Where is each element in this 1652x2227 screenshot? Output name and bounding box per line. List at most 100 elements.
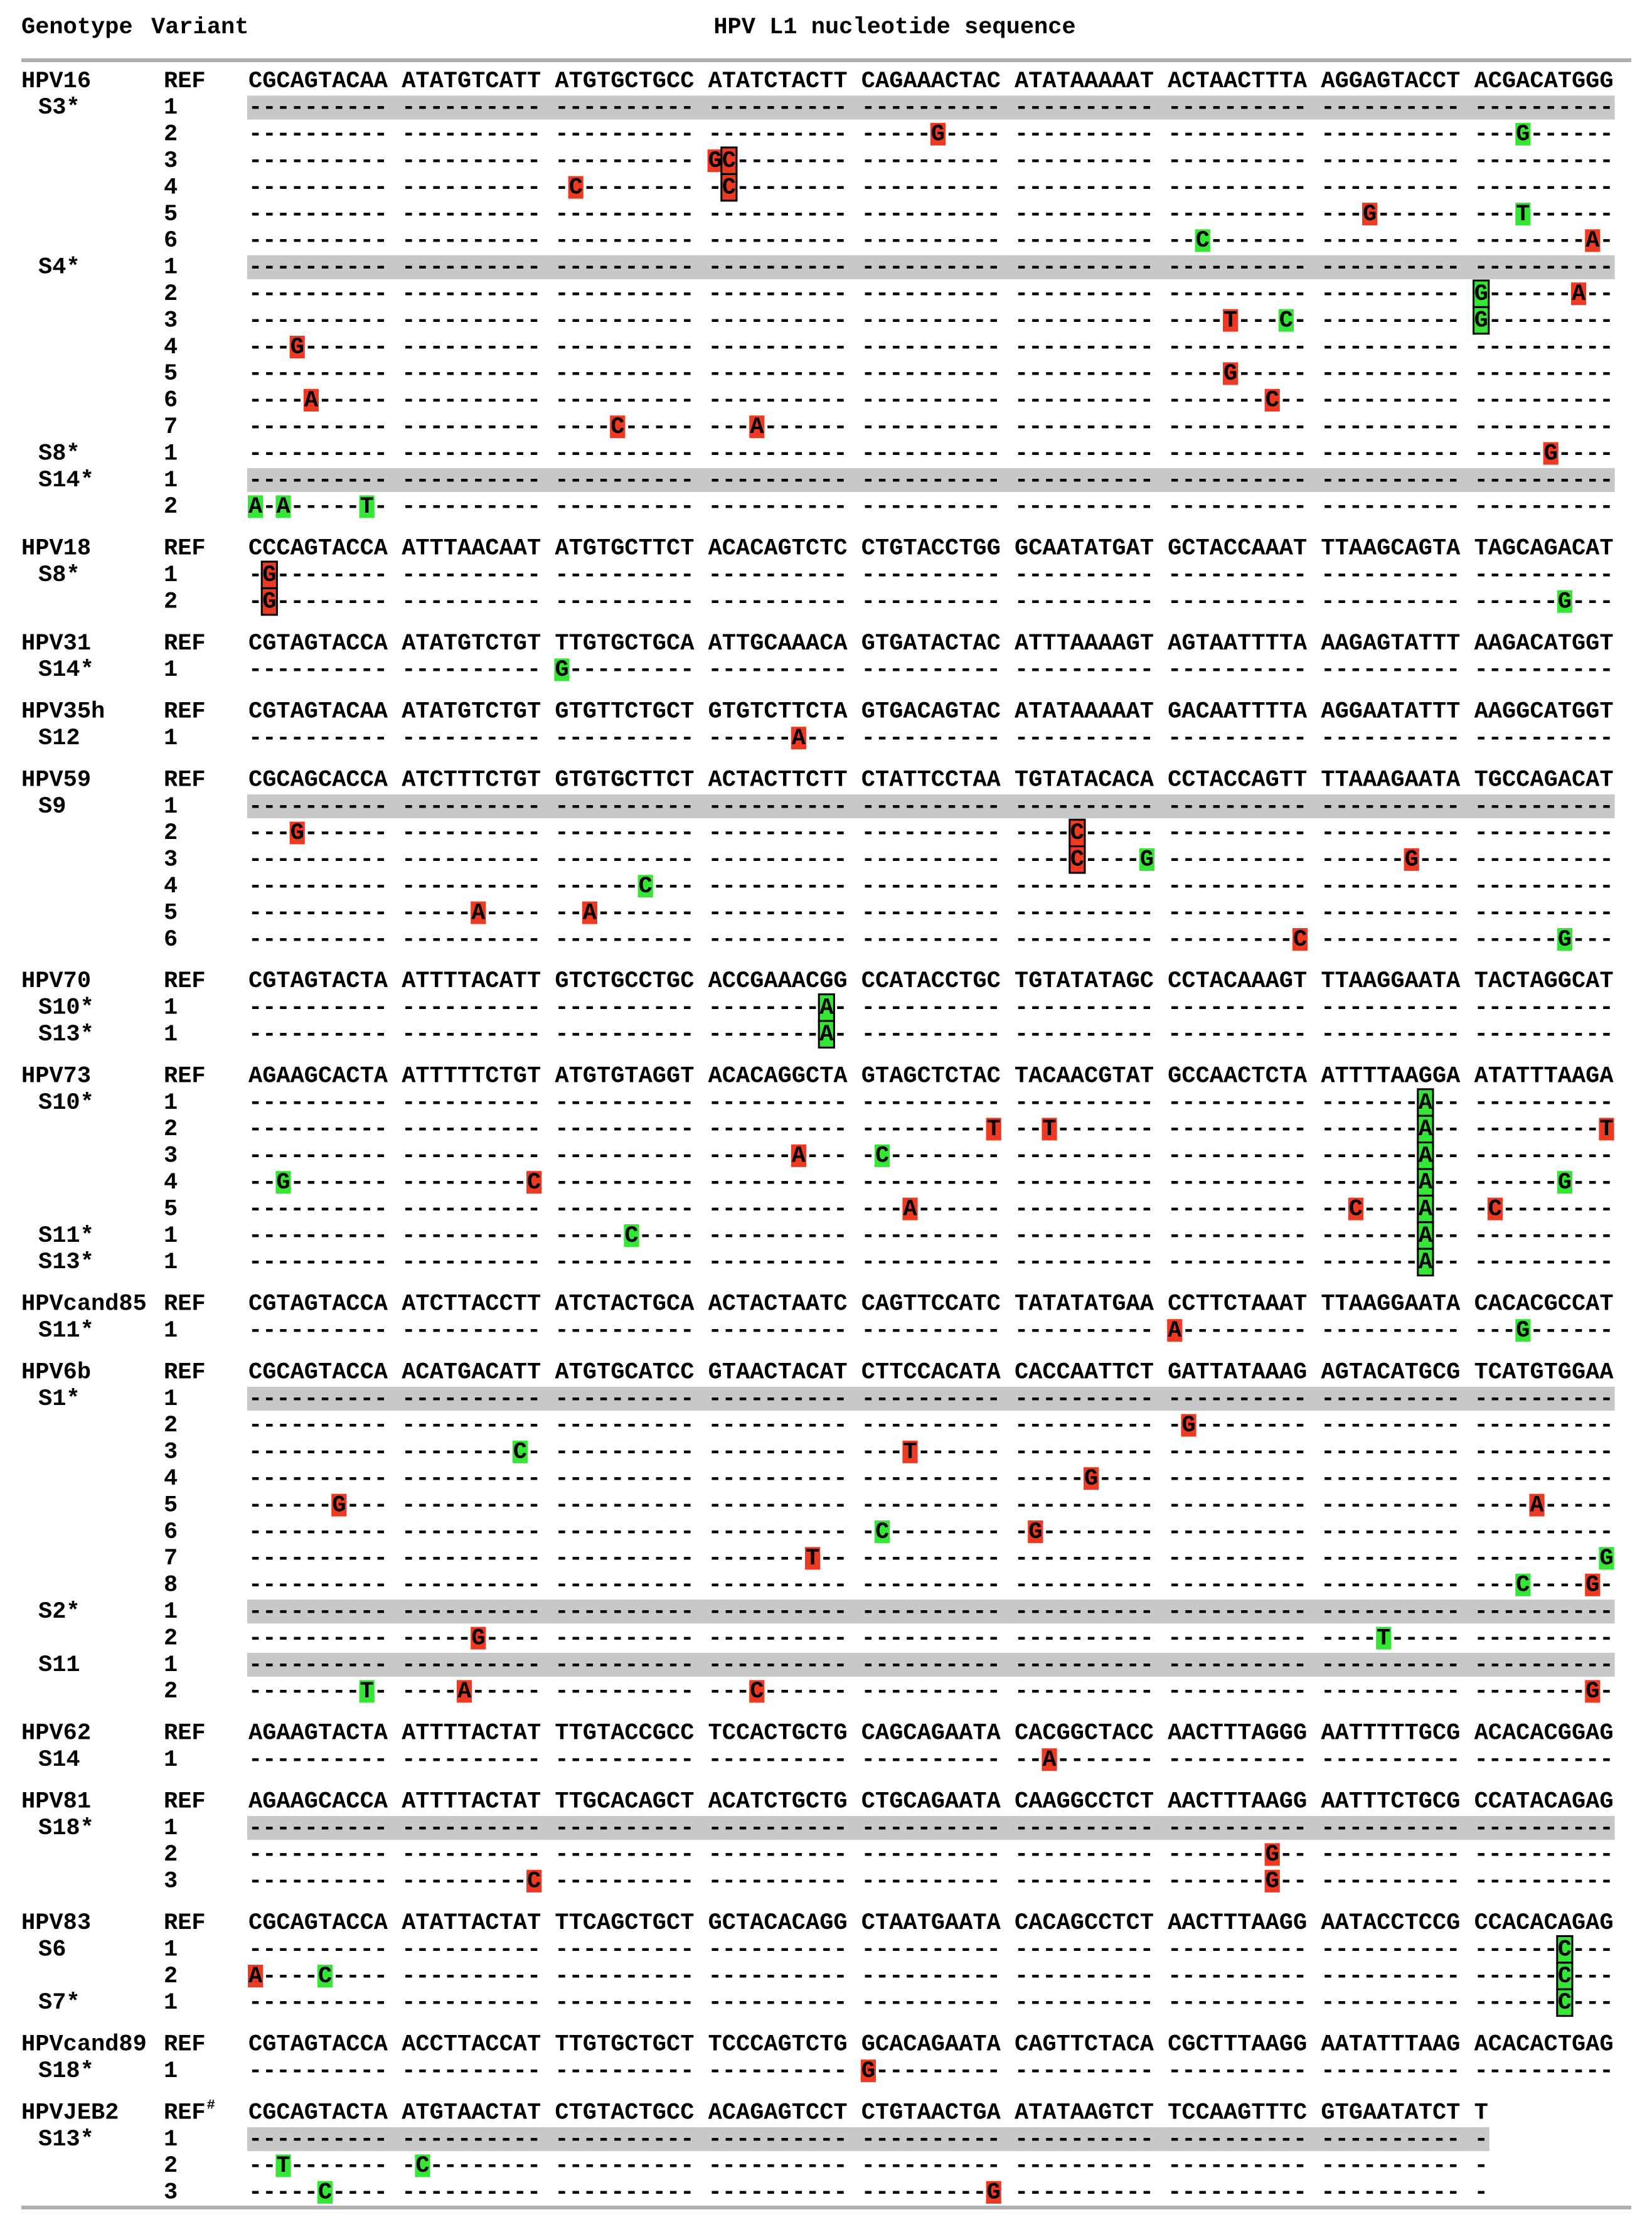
variant-label: 2 bbox=[164, 1625, 178, 1652]
variant-sequence: ---------- ---------- ---------- -------… bbox=[248, 1546, 1614, 1572]
variant-sequence: ---------- ---------- ------C--- -------… bbox=[248, 873, 1614, 900]
variant-sequence: ---------- -----A---- --A------- -------… bbox=[248, 900, 1614, 926]
mutation-highlight bbox=[331, 1493, 347, 1517]
variant-sequence: --G------- ---------C ---------- -------… bbox=[248, 1170, 1614, 1196]
mutation-highlight bbox=[1557, 590, 1572, 613]
genotype-label: HPV73 bbox=[21, 1063, 91, 1089]
reference-sequence: CGCAGCACCA ATCTTTCTGT GTGTGCTTCT ACTACTT… bbox=[248, 767, 1614, 793]
reference-sequence: CGTAGTACCA ATATGTCTGT TTGTGCTGCA ATTGCAA… bbox=[248, 631, 1614, 657]
variant-sequence: A-A-----T- ---------- ---------- -------… bbox=[248, 494, 1614, 520]
sample-label: S18* bbox=[38, 1815, 94, 1842]
mutation-highlight bbox=[275, 495, 291, 518]
variant-label: 1 bbox=[164, 1652, 178, 1679]
mutation-highlight bbox=[1139, 848, 1154, 871]
ref-label: REF bbox=[164, 1063, 206, 1089]
ref-label: REF bbox=[164, 536, 206, 562]
linked-mutation-highlight bbox=[1556, 1935, 1574, 1964]
sample-label: S18* bbox=[38, 2058, 94, 2085]
variant-sequence: ---------- ---------- ---------- -------… bbox=[248, 995, 1614, 1022]
variant-sequence: ---------- ---------- ---------- -------… bbox=[248, 1116, 1614, 1143]
variant-sequence: ---------- ---------- ---------- -------… bbox=[248, 228, 1614, 254]
sample-label: S10* bbox=[38, 995, 94, 1022]
mutation-highlight bbox=[512, 1440, 528, 1463]
ref-label: REF bbox=[164, 1291, 206, 1318]
mutation-highlight bbox=[1585, 229, 1601, 252]
mutation-highlight bbox=[1084, 1467, 1099, 1490]
ref-label: REF bbox=[164, 1359, 206, 1386]
variant-label: 2 bbox=[164, 494, 178, 520]
ref-note: # bbox=[207, 2097, 215, 2113]
sample-label: S13* bbox=[38, 1022, 94, 1048]
variant-sequence: ---G------ ---------- ---------- -------… bbox=[248, 334, 1614, 361]
variant-sequence: ---------- ---------- ---------- -------… bbox=[248, 95, 1614, 121]
mutation-highlight bbox=[805, 1547, 821, 1570]
variant-label: 2 bbox=[164, 122, 178, 148]
variant-label: 1 bbox=[164, 441, 178, 467]
variant-sequence: ---------- ---------- ---------- -------… bbox=[248, 441, 1614, 467]
sequence-header: HPV L1 nucleotide sequence bbox=[713, 14, 1075, 41]
genotype-label: HPVJEB2 bbox=[21, 2100, 119, 2126]
ref-label: REF bbox=[164, 631, 206, 657]
sample-label: S14* bbox=[38, 657, 94, 683]
variant-label: 5 bbox=[164, 1492, 178, 1519]
mutation-highlight bbox=[359, 1680, 375, 1703]
variant-sequence: ---------- ---------C ---------- -------… bbox=[248, 1869, 1614, 1895]
reference-sequence: CGCAGTACTA ATGTAACTAT CTGTACTGCC ACAGAGT… bbox=[248, 2100, 1488, 2126]
variant-label: 8 bbox=[164, 1573, 178, 1599]
variant-sequence: ---------- ---------- ---------- -------… bbox=[248, 255, 1614, 281]
variant-sequence: -G-------- ---------- ---------- -------… bbox=[248, 589, 1614, 615]
ref-label: REF bbox=[164, 1910, 206, 1936]
variant-label: 1 bbox=[164, 1815, 178, 1842]
variant-label: 5 bbox=[164, 900, 178, 926]
mutation-highlight bbox=[248, 495, 264, 518]
mutation-highlight bbox=[1487, 1197, 1503, 1220]
mutation-highlight bbox=[1292, 927, 1308, 951]
variant-label: 3 bbox=[164, 1869, 178, 1895]
sample-label: S4* bbox=[38, 255, 80, 281]
variant-label: 2 bbox=[164, 589, 178, 615]
mutation-highlight bbox=[289, 335, 305, 359]
variant-label: 5 bbox=[164, 201, 178, 228]
variant-sequence: -----C---- ---------- ---------- -------… bbox=[248, 2180, 1488, 2206]
variant-label: 4 bbox=[164, 873, 178, 900]
variant-sequence: ---G------ ---------- ---------- -------… bbox=[248, 820, 1614, 846]
variant-sequence: ---------- ---------- ---------- -------… bbox=[248, 2127, 1488, 2153]
linked-mutation-highlight bbox=[1417, 1247, 1434, 1277]
mutation-highlight bbox=[986, 1118, 1001, 1141]
variant-label: 1 bbox=[164, 725, 178, 752]
mutation-highlight bbox=[1167, 1319, 1183, 1342]
variant-label: 6 bbox=[164, 388, 178, 414]
variant-sequence: ---------- ---------- ---------- -------… bbox=[248, 307, 1614, 334]
mutation-highlight bbox=[1348, 1197, 1363, 1220]
mutation-highlight bbox=[1515, 202, 1531, 226]
variant-sequence: ---------- ---------- ---------- -------… bbox=[248, 1815, 1614, 1842]
variant-sequence: ---------- ---------- ---------- GC-----… bbox=[248, 148, 1614, 174]
mutation-highlight bbox=[1515, 1573, 1531, 1596]
mutation-highlight bbox=[471, 901, 486, 924]
mutation-highlight bbox=[1543, 442, 1559, 465]
ref-label: REF bbox=[164, 1721, 206, 1747]
variant-label: 1 bbox=[164, 657, 178, 683]
variant-label: 4 bbox=[164, 1466, 178, 1492]
variant-sequence: ---------- ---------- ---------- -------… bbox=[248, 1990, 1614, 2016]
variant-label: 3 bbox=[164, 1439, 178, 1466]
mutation-highlight bbox=[875, 1144, 890, 1167]
variant-sequence: ---------- ---------- ---------- -------… bbox=[248, 281, 1614, 307]
variant-label: 1 bbox=[164, 95, 178, 121]
mutation-highlight bbox=[359, 495, 375, 518]
variant-label: 1 bbox=[164, 1599, 178, 1625]
sample-label: S3* bbox=[38, 95, 80, 121]
variant-sequence: ---------- ---------- ---------- -------… bbox=[248, 1318, 1614, 1344]
variant-sequence: ---------- ---------- ---------- -------… bbox=[248, 201, 1614, 228]
mutation-highlight bbox=[624, 1224, 639, 1247]
variant-label: 4 bbox=[164, 1170, 178, 1196]
variant-sequence: -G-------- ---------- ---------- -------… bbox=[248, 562, 1614, 589]
variant-sequence: ---------- ---------- ---------- -------… bbox=[248, 794, 1614, 820]
variant-label: 1 bbox=[164, 1386, 178, 1413]
variant-sequence: ---------- ---------- ---------- -------… bbox=[248, 927, 1614, 953]
mutation-highlight bbox=[930, 122, 946, 146]
variant-sequence: ---------- ---------- -C-------- -C-----… bbox=[248, 174, 1614, 201]
variant-header: Variant bbox=[151, 14, 248, 41]
shaded-row bbox=[247, 1386, 1615, 1411]
